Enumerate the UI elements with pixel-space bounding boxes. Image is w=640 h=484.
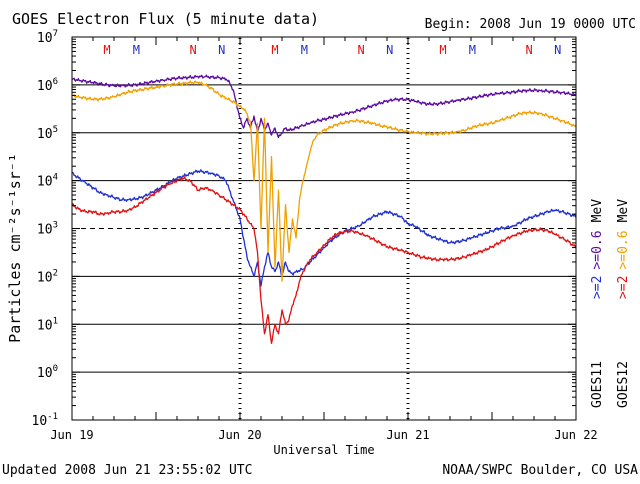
local-time-marker: N (218, 43, 225, 57)
y-tick-base: 10 (32, 414, 48, 429)
local-time-marker: N (554, 43, 561, 57)
legend-entry: >=2 (590, 276, 605, 299)
y-tick-base: 10 (37, 79, 53, 94)
y-tick-base: 10 (37, 318, 53, 333)
local-time-marker: M (439, 43, 446, 57)
y-tick-exponent: 3 (53, 221, 58, 231)
local-time-marker: N (189, 43, 196, 57)
updated-timestamp: Updated 2008 Jun 21 23:55:02 UTC (2, 463, 252, 478)
y-axis-label-text: Particles cm⁻²s⁻¹sr⁻¹ (6, 153, 24, 343)
y-tick-exponent: 1 (53, 316, 58, 326)
y-tick-label: 101 (37, 316, 58, 333)
chart-title: GOES Electron Flux (5 minute data) (12, 10, 319, 28)
legend-entry: GOES12 (616, 361, 631, 408)
y-tick-base: 10 (37, 366, 53, 381)
chart-gridlines (72, 84, 576, 373)
y-tick-exponent: 4 (53, 173, 58, 183)
y-tick-base: 10 (37, 175, 53, 190)
x-axis-ticks: Jun 19 Jun 20 Jun 21 Jun 22 (50, 37, 598, 442)
y-tick-label: 102 (37, 268, 58, 285)
local-time-marker: M (133, 43, 140, 57)
series-line (71, 169, 577, 287)
legend-entry: >=0.6 (616, 230, 631, 269)
x-tick-label: Jun 22 (554, 428, 597, 442)
chart-series (71, 74, 577, 345)
y-tick-label: 105 (37, 125, 58, 142)
y-tick-label: 104 (37, 173, 58, 190)
y-tick-label: 103 (37, 221, 58, 238)
y-tick-exponent: -1 (47, 412, 58, 422)
legend-line: GOES11 >=2 >=0.6 MeV (590, 199, 605, 408)
y-tick-label: 107 (37, 29, 58, 46)
day-boundary-markers (238, 38, 410, 419)
legend-entry: >=0.6 (590, 230, 605, 269)
x-tick-label: Jun 20 (218, 428, 261, 442)
series-line (72, 74, 577, 139)
y-tick-label: 106 (37, 77, 58, 94)
y-tick-base: 10 (37, 31, 53, 46)
x-tick-label: Jun 21 (386, 428, 429, 442)
y-tick-exponent: 7 (53, 29, 58, 39)
local-time-marker: M (271, 43, 278, 57)
local-time-marker: N (386, 43, 393, 57)
y-tick-base: 10 (37, 270, 53, 285)
legend-entry: MeV (616, 199, 631, 223)
y-tick-base: 10 (37, 223, 53, 238)
chart-legend: GOES11 >=2 >=0.6 MeV GOES12 >=2 >=0.6 MeV (590, 199, 631, 408)
legend-line: GOES12 >=2 >=0.6 MeV (616, 199, 631, 408)
y-tick-label: 100 (37, 364, 58, 381)
begin-date-label: Begin: 2008 Jun 19 0000 UTC (425, 17, 636, 32)
local-time-marker: M (301, 43, 308, 57)
y-tick-exponent: 6 (53, 77, 58, 87)
y-tick-label: 10-1 (32, 412, 59, 429)
y-tick-exponent: 5 (53, 125, 58, 135)
x-axis-label: Universal Time (273, 443, 374, 457)
series-line (71, 176, 577, 345)
y-tick-exponent: 0 (53, 364, 58, 374)
series-line (72, 80, 577, 282)
local-time-marker: N (357, 43, 364, 57)
x-tick-label: Jun 19 (50, 428, 93, 442)
y-tick-exponent: 2 (53, 268, 58, 278)
legend-entry: >=2 (616, 276, 631, 299)
noaa-credit: NOAA/SWPC Boulder, CO USA (442, 463, 638, 478)
local-time-marker: M (469, 43, 476, 57)
local-time-marker: N (525, 43, 532, 57)
y-axis-label: Particles cm⁻²s⁻¹sr⁻¹ (6, 153, 24, 343)
legend-entry: MeV (590, 199, 605, 223)
y-tick-base: 10 (37, 127, 53, 142)
local-time-marker: M (103, 43, 110, 57)
legend-entry: GOES11 (590, 361, 605, 408)
